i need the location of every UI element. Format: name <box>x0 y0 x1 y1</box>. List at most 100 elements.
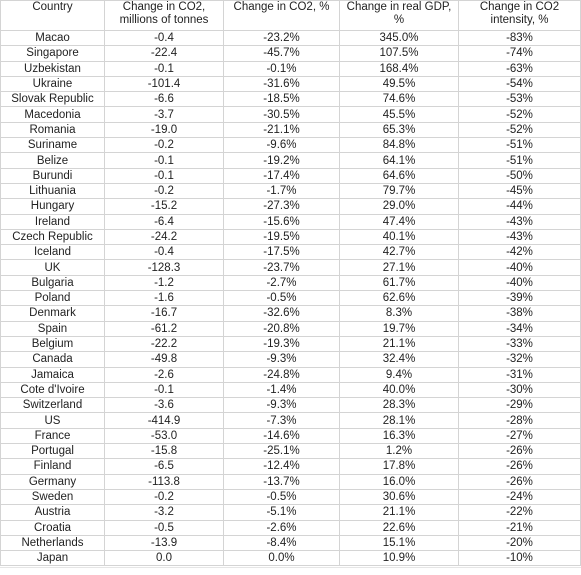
cell-country[interactable]: Germany <box>0 473 105 490</box>
cell-co2-change-percent[interactable]: -24.8% <box>223 366 340 383</box>
cell-co2-change-tonnes[interactable]: -15.2 <box>104 198 224 215</box>
cell-co2-change-tonnes[interactable]: 0.0 <box>104 550 224 567</box>
cell-gdp-change-percent[interactable]: 74.6% <box>339 91 459 108</box>
cell-co2-change-percent[interactable]: -18.5% <box>223 91 340 108</box>
cell-co2-change-tonnes[interactable]: -0.2 <box>104 488 224 506</box>
cell-co2-change-percent[interactable]: -5.1% <box>223 504 340 521</box>
cell-co2-change-tonnes[interactable]: -0.5 <box>104 519 224 536</box>
cell-gdp-change-percent[interactable]: 16.3% <box>339 427 459 445</box>
cell-country[interactable]: Macedonia <box>0 106 105 123</box>
cell-co2-change-tonnes[interactable]: -0.1 <box>104 152 224 169</box>
cell-country[interactable]: Cote d'Ivoire <box>0 381 105 399</box>
cell-country[interactable]: Jamaica <box>0 366 105 383</box>
cell-co2-change-tonnes[interactable]: -1.6 <box>104 290 224 307</box>
cell-co2-intensity-change[interactable]: -40% <box>458 274 581 292</box>
cell-country[interactable]: Singapore <box>0 45 105 62</box>
cell-co2-change-percent[interactable]: -19.3% <box>223 335 340 353</box>
cell-country[interactable]: Slovak Republic <box>0 91 105 108</box>
cell-co2-change-tonnes[interactable]: -3.6 <box>104 397 224 414</box>
cell-gdp-change-percent[interactable]: 22.6% <box>339 519 459 536</box>
cell-co2-change-percent[interactable]: -14.6% <box>223 427 340 445</box>
cell-co2-change-percent[interactable]: 0.0% <box>223 550 340 567</box>
cell-country[interactable]: UK <box>0 259 105 276</box>
cell-co2-change-percent[interactable]: -8.4% <box>223 534 340 552</box>
cell-country[interactable]: Croatia <box>0 519 105 536</box>
cell-gdp-change-percent[interactable]: 62.6% <box>339 290 459 307</box>
cell-co2-change-tonnes[interactable]: -0.1 <box>104 381 224 399</box>
cell-co2-change-percent[interactable]: -20.8% <box>223 320 340 337</box>
cell-co2-change-percent[interactable]: -1.7% <box>223 182 340 200</box>
header-co2-intensity-change[interactable]: Change in CO2 intensity, % <box>458 0 581 31</box>
cell-country[interactable]: Czech Republic <box>0 228 105 246</box>
cell-co2-intensity-change[interactable]: -74% <box>458 45 581 62</box>
cell-country[interactable]: Denmark <box>0 305 105 322</box>
cell-co2-change-percent[interactable]: -23.7% <box>223 259 340 276</box>
cell-co2-intensity-change[interactable]: -52% <box>458 121 581 139</box>
cell-co2-change-tonnes[interactable]: -113.8 <box>104 473 224 490</box>
cell-country[interactable]: Netherlands <box>0 534 105 552</box>
cell-co2-change-tonnes[interactable]: -2.6 <box>104 366 224 383</box>
cell-co2-change-tonnes[interactable]: -128.3 <box>104 259 224 276</box>
cell-country[interactable]: Sweden <box>0 488 105 506</box>
cell-co2-change-percent[interactable]: -1.4% <box>223 381 340 399</box>
cell-country[interactable]: Romania <box>0 121 105 139</box>
cell-gdp-change-percent[interactable]: 21.1% <box>339 504 459 521</box>
cell-gdp-change-percent[interactable]: 40.0% <box>339 381 459 399</box>
cell-country[interactable]: Burundi <box>0 167 105 184</box>
cell-co2-change-tonnes[interactable]: -53.0 <box>104 427 224 445</box>
cell-co2-change-percent[interactable]: -19.2% <box>223 152 340 169</box>
cell-co2-intensity-change[interactable]: -53% <box>458 91 581 108</box>
cell-gdp-change-percent[interactable]: 49.5% <box>339 75 459 93</box>
cell-co2-change-tonnes[interactable]: -1.2 <box>104 274 224 292</box>
cell-co2-change-tonnes[interactable]: -414.9 <box>104 412 224 429</box>
cell-co2-intensity-change[interactable]: -43% <box>458 228 581 246</box>
cell-co2-change-percent[interactable]: -31.6% <box>223 75 340 93</box>
cell-co2-change-tonnes[interactable]: -24.2 <box>104 228 224 246</box>
cell-co2-change-tonnes[interactable]: -0.4 <box>104 244 224 261</box>
cell-co2-intensity-change[interactable]: -54% <box>458 75 581 93</box>
cell-gdp-change-percent[interactable]: 79.7% <box>339 182 459 200</box>
cell-country[interactable]: Japan <box>0 550 105 567</box>
cell-co2-intensity-change[interactable]: -27% <box>458 427 581 445</box>
cell-co2-change-percent[interactable]: -7.3% <box>223 412 340 429</box>
cell-gdp-change-percent[interactable]: 65.3% <box>339 121 459 139</box>
cell-gdp-change-percent[interactable]: 64.6% <box>339 167 459 184</box>
cell-co2-change-percent[interactable]: -21.1% <box>223 121 340 139</box>
cell-gdp-change-percent[interactable]: 9.4% <box>339 366 459 383</box>
cell-co2-intensity-change[interactable]: -28% <box>458 412 581 429</box>
cell-gdp-change-percent[interactable]: 107.5% <box>339 45 459 62</box>
cell-gdp-change-percent[interactable]: 32.4% <box>339 351 459 368</box>
cell-gdp-change-percent[interactable]: 345.0% <box>339 29 459 47</box>
cell-co2-change-tonnes[interactable]: -6.4 <box>104 213 224 230</box>
cell-co2-change-tonnes[interactable]: -3.2 <box>104 504 224 521</box>
cell-country[interactable]: Switzerland <box>0 397 105 414</box>
cell-country[interactable]: Poland <box>0 290 105 307</box>
cell-gdp-change-percent[interactable]: 17.8% <box>339 458 459 475</box>
cell-co2-change-percent[interactable]: -27.3% <box>223 198 340 215</box>
cell-co2-change-tonnes[interactable]: -22.2 <box>104 335 224 353</box>
cell-gdp-change-percent[interactable]: 47.4% <box>339 213 459 230</box>
cell-co2-change-tonnes[interactable]: -0.2 <box>104 137 224 154</box>
cell-co2-intensity-change[interactable]: -43% <box>458 213 581 230</box>
cell-co2-change-tonnes[interactable]: -0.1 <box>104 167 224 184</box>
cell-co2-change-percent[interactable]: -9.3% <box>223 397 340 414</box>
cell-co2-change-percent[interactable]: -0.5% <box>223 488 340 506</box>
cell-country[interactable]: Suriname <box>0 137 105 154</box>
cell-co2-intensity-change[interactable]: -33% <box>458 335 581 353</box>
cell-gdp-change-percent[interactable]: 28.3% <box>339 397 459 414</box>
cell-country[interactable]: Canada <box>0 351 105 368</box>
header-country[interactable]: Country <box>0 0 105 31</box>
cell-co2-intensity-change[interactable]: -22% <box>458 504 581 521</box>
cell-co2-change-percent[interactable]: -17.4% <box>223 167 340 184</box>
cell-co2-intensity-change[interactable]: -32% <box>458 351 581 368</box>
cell-co2-change-tonnes[interactable]: -61.2 <box>104 320 224 337</box>
cell-country[interactable]: Belgium <box>0 335 105 353</box>
cell-co2-change-tonnes[interactable]: -16.7 <box>104 305 224 322</box>
cell-gdp-change-percent[interactable]: 19.7% <box>339 320 459 337</box>
cell-gdp-change-percent[interactable]: 10.9% <box>339 550 459 567</box>
cell-co2-intensity-change[interactable]: -44% <box>458 198 581 215</box>
cell-gdp-change-percent[interactable]: 40.1% <box>339 228 459 246</box>
cell-country[interactable]: Uzbekistan <box>0 60 105 77</box>
cell-co2-change-tonnes[interactable]: -3.7 <box>104 106 224 123</box>
cell-co2-change-percent[interactable]: -30.5% <box>223 106 340 123</box>
